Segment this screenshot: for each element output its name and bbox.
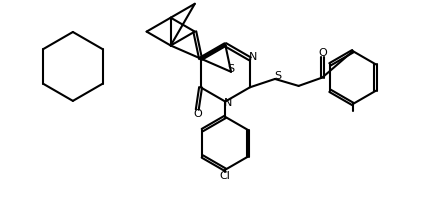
Text: S: S <box>274 71 281 81</box>
Text: O: O <box>318 48 326 58</box>
Text: N: N <box>248 52 257 62</box>
Text: O: O <box>193 109 202 118</box>
Text: S: S <box>227 64 234 74</box>
Text: Cl: Cl <box>220 171 231 181</box>
Text: N: N <box>224 98 232 108</box>
